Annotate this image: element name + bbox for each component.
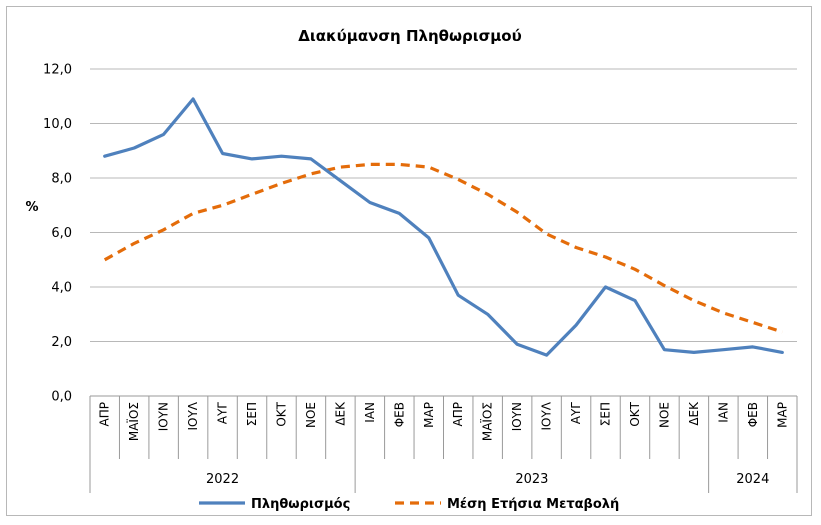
x-tick-label: ΜΑΪΟΣ: [480, 402, 495, 441]
y-tick-label: 8,0: [51, 172, 72, 187]
legend-label: Μέση Ετήσια Μεταβολή: [447, 497, 619, 512]
x-tick-label: ΙΟΥΛ: [186, 401, 200, 430]
x-tick-label: ΑΠΡ: [451, 402, 465, 426]
y-axis-label: %: [25, 200, 38, 215]
legend: Πληθωρισμός Μέση Ετήσια Μεταβολή: [199, 497, 619, 512]
x-tick-label: ΜΑΪΟΣ: [126, 402, 141, 441]
x-tick-label: ΔΕΚ: [687, 401, 701, 426]
x-tick-label: ΑΠΡ: [98, 402, 112, 426]
x-tick-label: ΜΑΡ: [422, 402, 436, 428]
legend-label: Πληθωρισμός: [251, 497, 350, 512]
year-label: 2024: [736, 472, 769, 487]
chart-frame: Διακύμανση Πληθωρισμού % 0,0 2,0 4,0 6,0 8,0…: [6, 6, 812, 516]
series-line-average: [103, 162, 783, 334]
x-tick-label: ΦΕΒ: [746, 402, 760, 427]
y-tick-labels: 0,0 2,0 4,0 6,0 8,0 10,0 12,0: [43, 63, 72, 405]
y-tick-label: 6,0: [51, 226, 72, 241]
x-tick-label: ΝΟΕ: [304, 402, 318, 428]
series-line-inflation: [103, 97, 784, 357]
year-label: 2022: [206, 472, 239, 487]
chart-svg: Διακύμανση Πληθωρισμού % 0,0 2,0 4,0 6,0 8,0…: [25, 27, 798, 512]
chart-title: Διακύμανση Πληθωρισμού: [298, 27, 522, 45]
x-tick-label: ΟΚΤ: [628, 401, 642, 426]
x-tick-label: ΔΕΚ: [333, 401, 347, 426]
x-tick-label: ΙΑΝ: [363, 402, 377, 423]
x-tick-label: ΙΟΥΝ: [157, 402, 171, 431]
year-label: 2023: [515, 472, 548, 487]
x-tick-label: ΦΕΒ: [392, 402, 406, 427]
y-tick-label: 10,0: [43, 117, 72, 132]
x-tick-label: ΟΚΤ: [274, 401, 288, 426]
x-tick-label: ΝΟΕ: [657, 402, 671, 428]
x-tick-label: ΜΑΡ: [775, 402, 789, 428]
x-tick-labels: ΑΠΡ ΜΑΪΟΣ ΙΟΥΝ ΙΟΥΛ ΑΥΓ ΣΕΠ ΟΚΤ ΝΟΕ ΔΕΚ ΙΑΝ ΦΕΒ ΜΑΡ…: [98, 401, 790, 441]
x-tick-label: ΙΑΝ: [716, 402, 730, 423]
y-tick-label: 2,0: [51, 335, 72, 350]
x-tick-label: ΣΕΠ: [599, 402, 613, 426]
x-tick-label: ΙΟΥΝ: [510, 402, 524, 431]
grid-lines: [90, 68, 797, 397]
x-tick-label: ΣΕΠ: [245, 402, 259, 426]
x-tick-label: ΙΟΥΛ: [540, 401, 554, 430]
x-tick-label: ΑΥΓ: [216, 402, 230, 425]
y-tick-label: 12,0: [43, 63, 72, 78]
category-axis: [89, 396, 798, 493]
x-tick-label: ΑΥΓ: [569, 402, 583, 425]
y-tick-label: 4,0: [51, 281, 72, 296]
y-tick-label: 0,0: [51, 390, 72, 405]
year-labels: 2022 2023 2024: [206, 472, 769, 487]
series-lines: [103, 97, 784, 357]
